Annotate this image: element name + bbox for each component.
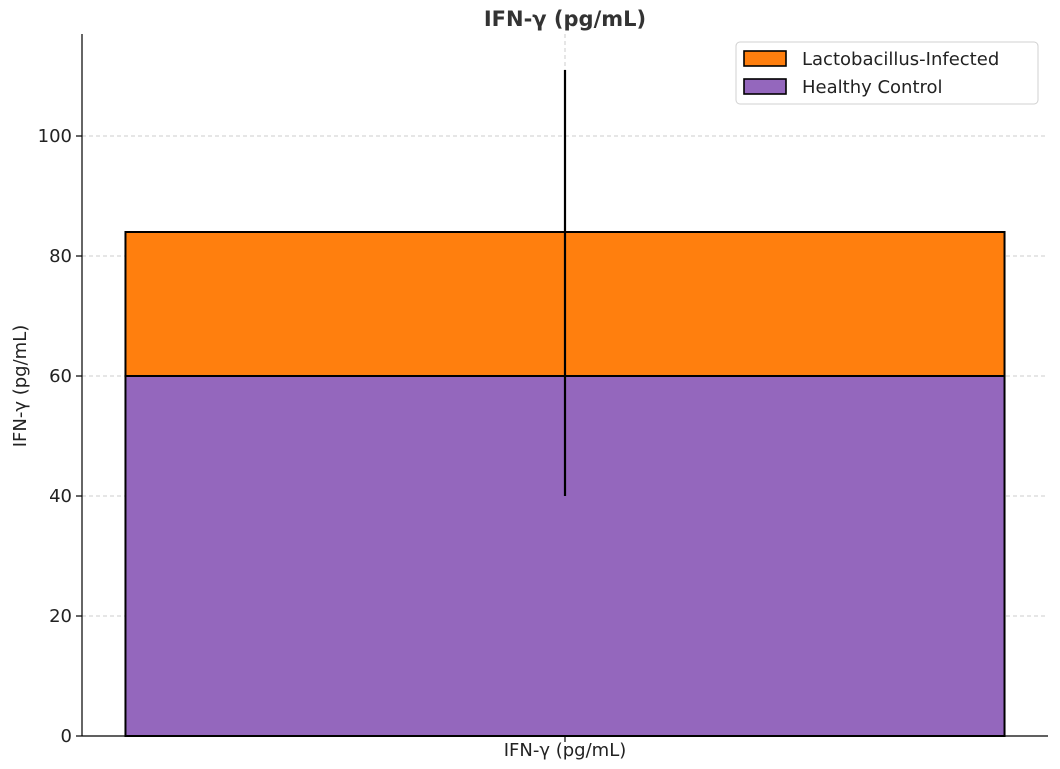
y-tick-label: 100 <box>38 126 72 147</box>
legend-frame <box>735 41 1039 105</box>
y-tick-label: 60 <box>49 366 72 387</box>
legend-swatch <box>743 50 787 67</box>
legend-swatch <box>743 78 787 95</box>
chart-title: IFN-γ (pg/mL) <box>484 7 646 31</box>
y-axis-title: IFN-γ (pg/mL) <box>10 325 31 448</box>
x-tick-label: IFN-γ (pg/mL) <box>504 740 627 761</box>
legend-label: Healthy Control <box>802 77 943 98</box>
legend[interactable]: Lactobacillus-Infected Healthy Control <box>735 41 1039 105</box>
y-tick-label: 40 <box>49 486 72 507</box>
tick-labels: 0 20 40 60 80 100 IFN-γ (pg/mL) <box>38 126 627 761</box>
y-tick-label: 20 <box>49 606 72 627</box>
legend-label: Lactobacillus-Infected <box>802 49 999 70</box>
y-tick-label: 0 <box>61 726 72 747</box>
y-tick-label: 80 <box>49 246 72 267</box>
